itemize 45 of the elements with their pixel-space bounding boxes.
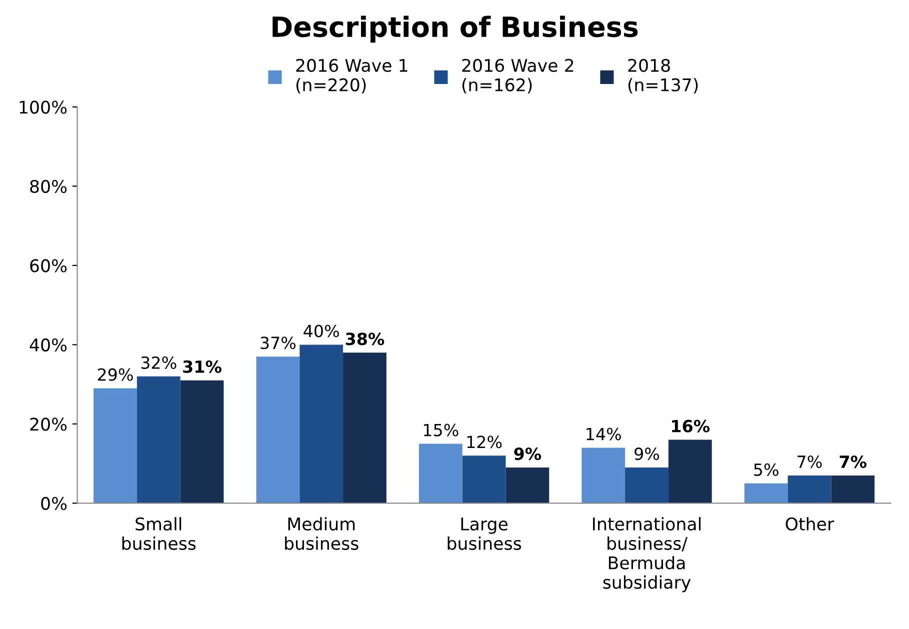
bar	[256, 356, 300, 504]
bar	[831, 475, 875, 504]
data-label: 9%	[514, 448, 542, 460]
bar	[180, 380, 224, 504]
legend-label: 2016 Wave 1 (n=220)	[296, 58, 408, 94]
x-tick-label: Medium business	[285, 517, 358, 550]
data-label: 14%	[586, 428, 621, 440]
data-label: 29%	[98, 368, 133, 381]
x-tick-label: International business/ Bermuda subsidiary	[593, 517, 701, 592]
chart-title: Description of Business	[272, 16, 638, 43]
y-tick-label: 20%	[30, 418, 67, 431]
y-tick-label: 80%	[30, 180, 67, 194]
bar	[462, 456, 506, 504]
data-label: 32%	[141, 356, 176, 369]
data-label: 31%	[183, 360, 222, 373]
data-label: 16%	[672, 420, 710, 432]
bar	[136, 376, 180, 504]
legend-label: 2016 Wave 2 (n=162)	[462, 58, 574, 94]
data-label: 7%	[840, 455, 866, 468]
y-tick-label: 0%	[41, 496, 67, 510]
bar	[94, 388, 137, 504]
x-tick-label: Other	[786, 517, 834, 531]
data-label: 5%	[754, 463, 778, 476]
bar	[625, 468, 668, 504]
data-label: 12%	[467, 436, 502, 448]
data-label: 37%	[260, 336, 296, 350]
data-label: 7%	[798, 455, 822, 468]
data-label: 15%	[424, 424, 458, 436]
bar	[418, 444, 462, 504]
y-tick-label: 60%	[30, 259, 67, 272]
data-label: 38%	[346, 332, 384, 346]
bar	[788, 475, 832, 504]
x-tick-label: Small business	[122, 517, 196, 550]
legend-label: 2018 (n=137)	[628, 58, 698, 94]
bar	[300, 344, 344, 504]
bar	[744, 483, 788, 504]
data-label: 40%	[304, 324, 339, 338]
bar	[582, 448, 626, 504]
y-tick-label: 40%	[30, 338, 67, 352]
bar	[668, 440, 712, 504]
data-label: 9%	[634, 448, 660, 460]
bar	[343, 352, 386, 504]
y-tick-label: 100%	[20, 100, 67, 114]
x-tick-label: Large business	[448, 518, 522, 550]
bar	[506, 468, 550, 504]
